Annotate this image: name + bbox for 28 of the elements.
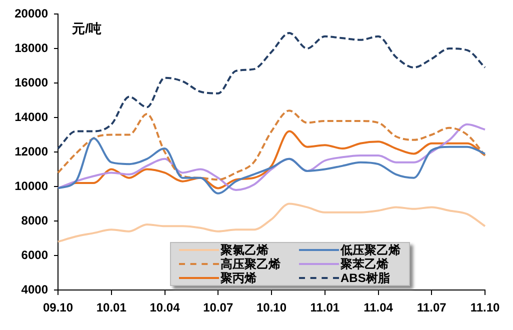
x-tick-label: 10.04 xyxy=(150,300,180,315)
legend-label: 低压聚乙烯 xyxy=(340,243,400,257)
legend-label: ABS树脂 xyxy=(340,271,390,285)
legend-label: 聚丙烯 xyxy=(220,271,256,285)
x-tick-label: 11.04 xyxy=(364,300,394,315)
line-series xyxy=(57,137,486,194)
y-tick-label: 20000 xyxy=(14,6,48,20)
legend-label: 聚氯乙烯 xyxy=(220,243,268,257)
x-tick-label: 10.10 xyxy=(256,300,287,315)
x-tick-label: 10.07 xyxy=(203,300,234,315)
legend-label: 聚苯乙烯 xyxy=(340,257,388,271)
y-tick-label: 6000 xyxy=(21,248,48,262)
x-tick-label: 11.01 xyxy=(310,300,340,315)
y-tick-label: 12000 xyxy=(14,144,48,158)
y-tick-label: 8000 xyxy=(21,213,48,228)
x-tick-label: 09.10 xyxy=(42,300,74,315)
y-tick-label: 4000 xyxy=(21,282,48,296)
x-tick-label: 11.10 xyxy=(470,300,500,315)
y-tick-label: 16000 xyxy=(14,75,48,90)
x-tick-label: 11.07 xyxy=(416,300,447,315)
line-series xyxy=(57,202,486,243)
y-tick-label: 18000 xyxy=(14,40,48,55)
y-tick-label: 14000 xyxy=(14,110,48,124)
line-series xyxy=(57,110,486,181)
y-tick-label: 10000 xyxy=(14,178,48,193)
y-axis-title: 元/吨 xyxy=(72,20,102,38)
legend-label: 高压聚乙烯 xyxy=(220,257,280,271)
x-tick-label: 10.01 xyxy=(96,300,127,315)
